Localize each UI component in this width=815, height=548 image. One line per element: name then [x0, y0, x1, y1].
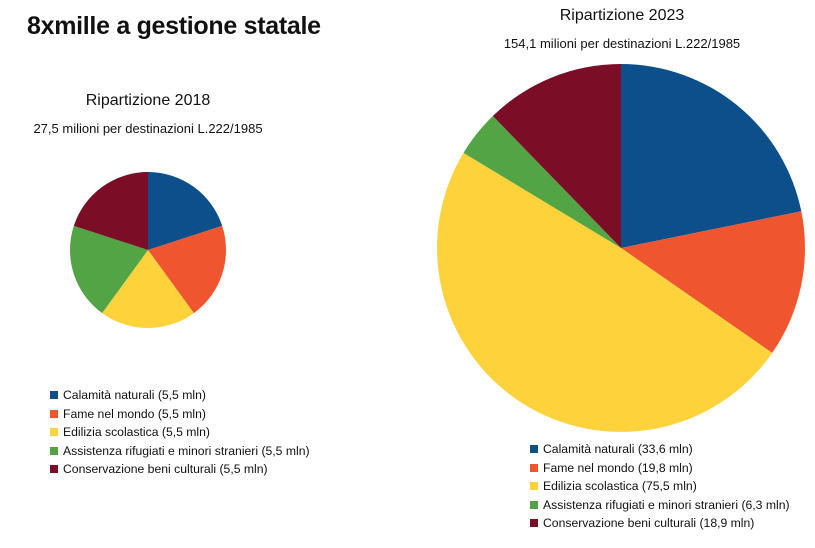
legend-item-2018-fame-nel-mondo: Fame nel mondo (5,5 mln) — [50, 405, 310, 424]
legend-swatch — [530, 500, 538, 509]
pie-slice-2023-assistenza-rifugiati-e-minori-stranieri — [463, 115, 621, 248]
legend-item-2023-edilizia-scolastica: Edilizia scolastica (75,5 mln) — [530, 477, 790, 496]
legend-item-2023-calamita-naturali: Calamità naturali (33,6 mln) — [530, 440, 790, 459]
legend-2018: Calamità naturali (5,5 mln) Fame nel mond… — [50, 386, 310, 479]
legend-2023: Calamità naturali (33,6 mln) Fame nel mon… — [530, 440, 790, 533]
legend-swatch — [530, 445, 538, 454]
pie-slice-2018-fame-nel-mondo — [148, 225, 226, 314]
legend-label: Calamità naturali (5,5 mln) — [63, 388, 206, 403]
pie-slice-2023-calamita-naturali — [621, 64, 802, 248]
legend-label: Fame nel mondo (5,5 mln) — [63, 406, 206, 421]
pie-slice-2023-edilizia-scolastica — [437, 152, 773, 432]
legend-label: Conservazione beni culturali (5,5 mln) — [63, 462, 268, 477]
pie-slice-2018-edilizia-scolastica — [102, 250, 194, 328]
legend-swatch — [50, 446, 58, 455]
legend-swatch — [530, 463, 538, 472]
legend-label: Fame nel mondo (19,8 mln) — [543, 460, 693, 475]
legend-item-2023-fame-nel-mondo: Fame nel mondo (19,8 mln) — [530, 459, 790, 478]
legend-swatch — [530, 519, 538, 528]
legend-label: Assistenza rifugiati e minori stranieri … — [63, 443, 310, 458]
legend-item-2018-conservazione-beni-culturali: Conservazione beni culturali (5,5 mln) — [50, 460, 310, 479]
legend-label: Conservazione beni culturali (18,9 mln) — [543, 516, 755, 531]
legend-label: Calamità naturali (33,6 mln) — [543, 442, 693, 457]
pie-slice-2018-calamita-naturali — [148, 172, 223, 250]
legend-label: Edilizia scolastica (5,5 mln) — [63, 425, 210, 440]
legend-item-2018-calamita-naturali: Calamità naturali (5,5 mln) — [50, 386, 310, 405]
chart-title-2018: Ripartizione 2018 — [85, 92, 211, 109]
legend-swatch — [50, 428, 58, 437]
legend-swatch — [50, 465, 58, 474]
legend-item-2018-edilizia-scolastica: Edilizia scolastica (5,5 mln) — [50, 423, 310, 442]
pie-slice-2018-conservazione-beni-culturali — [73, 172, 148, 250]
page-title: 8xmille a gestione statale — [27, 12, 321, 40]
legend-label: Assistenza rifugiati e minori stranieri … — [543, 497, 790, 512]
legend-item-2023-assistenza-rifugiati-e-minori-stranieri: Assistenza rifugiati e minori stranieri … — [530, 496, 790, 515]
legend-item-2023-conservazione-beni-culturali: Conservazione beni culturali (18,9 mln) — [530, 514, 790, 533]
chart-subtitle-2018: 27,5 milioni per destinazioni L.222/1985 — [33, 121, 263, 136]
legend-swatch — [50, 409, 58, 418]
chart-subtitle-2023: 154,1 milioni per destinazioni L.222/198… — [503, 36, 741, 51]
legend-swatch — [530, 482, 538, 491]
legend-label: Edilizia scolastica (75,5 mln) — [543, 479, 697, 494]
chart-title-2023: Ripartizione 2023 — [559, 7, 685, 24]
pie-slice-2018-assistenza-rifugiati-e-minori-stranieri — [70, 225, 148, 314]
pie-slice-2023-conservazione-beni-culturali — [492, 63, 621, 248]
legend-swatch — [50, 391, 58, 400]
pie-slice-2023-fame-nel-mondo — [621, 211, 805, 353]
legend-item-2018-assistenza-rifugiati-e-minori-stranieri: Assistenza rifugiati e minori stranieri … — [50, 442, 310, 461]
